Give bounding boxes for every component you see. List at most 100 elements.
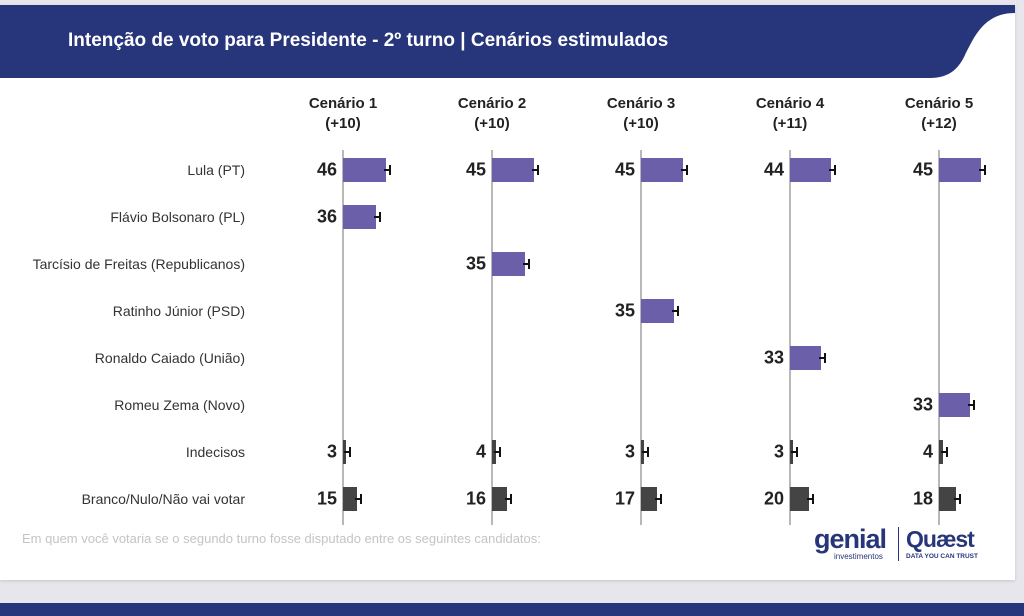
data-label: 45 bbox=[912, 159, 933, 180]
error-bar bbox=[940, 451, 947, 453]
error-cap bbox=[348, 447, 351, 457]
scenario-name: Cenário 1 bbox=[308, 95, 378, 112]
error-bar bbox=[493, 451, 500, 453]
bar bbox=[939, 487, 956, 511]
bar bbox=[492, 252, 525, 276]
chart-subtitle: Em quem você votaria se o segundo turno … bbox=[22, 531, 541, 546]
data-label: 33 bbox=[763, 347, 784, 368]
data-label: 17 bbox=[614, 488, 635, 509]
bar bbox=[492, 487, 507, 511]
data-label: 3 bbox=[773, 441, 784, 462]
data-label: 15 bbox=[316, 488, 337, 509]
data-label: 4 bbox=[475, 441, 486, 462]
data-label: 18 bbox=[912, 488, 933, 509]
scenario-header: Cenário 1 (+10) bbox=[283, 94, 403, 134]
genial-logo-sub: investimentos bbox=[834, 552, 883, 561]
data-label: 16 bbox=[465, 488, 486, 509]
scenario-name: Cenário 3 bbox=[606, 95, 676, 112]
bar bbox=[790, 158, 831, 182]
scenario-margin: (+10) bbox=[474, 115, 510, 132]
bar bbox=[343, 205, 377, 229]
quaest-logo: Quæst bbox=[906, 526, 975, 552]
error-cap bbox=[646, 447, 649, 457]
axis-line bbox=[789, 150, 791, 525]
bar bbox=[790, 487, 809, 511]
error-cap bbox=[379, 212, 382, 222]
error-bar bbox=[953, 498, 960, 500]
error-cap bbox=[795, 447, 798, 457]
error-bar bbox=[374, 216, 381, 218]
error-cap bbox=[527, 259, 530, 269]
data-label: 3 bbox=[624, 441, 635, 462]
data-label: 45 bbox=[614, 159, 635, 180]
error-bar bbox=[790, 451, 797, 453]
error-bar bbox=[828, 169, 835, 171]
error-bar bbox=[383, 169, 390, 171]
error-cap bbox=[676, 306, 679, 316]
data-label: 45 bbox=[465, 159, 486, 180]
error-bar bbox=[967, 404, 974, 406]
bar bbox=[492, 158, 534, 182]
error-cap bbox=[388, 165, 391, 175]
data-label: 44 bbox=[763, 159, 784, 180]
data-label: 46 bbox=[316, 159, 337, 180]
axis-line bbox=[938, 150, 940, 525]
bar bbox=[343, 487, 357, 511]
data-label: 33 bbox=[912, 394, 933, 415]
scenario-name: Cenário 2 bbox=[457, 95, 527, 112]
error-bar bbox=[806, 498, 813, 500]
error-bar bbox=[531, 169, 538, 171]
category-label: Ronaldo Caiado (União) bbox=[94, 350, 245, 366]
scenario-header: Cenário 5 (+12) bbox=[879, 94, 999, 134]
error-cap bbox=[972, 400, 975, 410]
error-cap bbox=[498, 447, 501, 457]
error-bar bbox=[522, 263, 529, 265]
category-label: Indecisos bbox=[185, 444, 245, 460]
next-slide-band bbox=[0, 603, 1024, 616]
bar bbox=[343, 158, 386, 182]
error-cap bbox=[958, 494, 961, 504]
scenario-name: Cenário 5 bbox=[904, 95, 974, 112]
scenario-margin: (+10) bbox=[623, 115, 659, 132]
scenario-header: Cenário 2 (+10) bbox=[432, 94, 552, 134]
data-label: 20 bbox=[763, 488, 784, 509]
header-band bbox=[0, 5, 1015, 78]
scenario-name: Cenário 4 bbox=[755, 95, 825, 112]
error-cap bbox=[983, 165, 986, 175]
category-label: Tarcísio de Freitas (Republicanos) bbox=[32, 256, 245, 272]
error-bar bbox=[641, 451, 648, 453]
chart-title: Intenção de voto para Presidente - 2º tu… bbox=[68, 30, 669, 51]
category-label: Flávio Bolsonaro (PL) bbox=[110, 209, 245, 225]
error-cap bbox=[945, 447, 948, 457]
axis-line bbox=[342, 150, 344, 525]
error-bar bbox=[504, 498, 511, 500]
quaest-logo-sub: DATA YOU CAN TRUST bbox=[906, 553, 978, 560]
scenario-margin: (+10) bbox=[325, 115, 361, 132]
category-label: Romeu Zema (Novo) bbox=[114, 397, 245, 413]
bar bbox=[641, 158, 683, 182]
error-cap bbox=[536, 165, 539, 175]
error-bar bbox=[818, 357, 825, 359]
data-label: 35 bbox=[614, 300, 635, 321]
data-label: 36 bbox=[316, 206, 337, 227]
scenario-header: Cenário 4 (+11) bbox=[730, 94, 850, 134]
bar bbox=[641, 299, 674, 323]
scenario-header: Cenário 3 (+10) bbox=[581, 94, 701, 134]
error-bar bbox=[671, 310, 678, 312]
bar bbox=[641, 487, 657, 511]
scenario-margin: (+12) bbox=[921, 115, 957, 132]
data-label: 4 bbox=[922, 441, 933, 462]
genial-logo: genial bbox=[814, 524, 887, 554]
error-cap bbox=[685, 165, 688, 175]
error-bar bbox=[343, 451, 350, 453]
category-label: Ratinho Júnior (PSD) bbox=[112, 303, 245, 319]
error-bar bbox=[654, 498, 661, 500]
category-label: Lula (PT) bbox=[187, 162, 245, 178]
error-cap bbox=[811, 494, 814, 504]
data-label: 3 bbox=[326, 441, 337, 462]
error-bar bbox=[354, 498, 361, 500]
data-label: 35 bbox=[465, 253, 486, 274]
bar bbox=[939, 158, 981, 182]
axis-line bbox=[640, 150, 642, 525]
axis-line bbox=[491, 150, 493, 525]
